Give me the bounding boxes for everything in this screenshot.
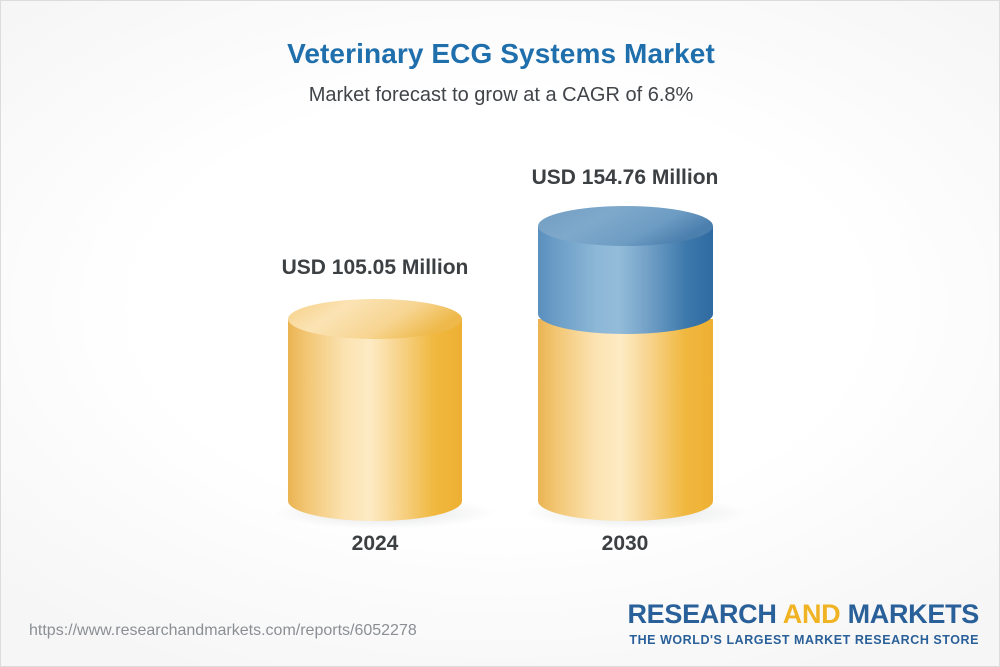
- logo-wordmark: RESEARCH AND MARKETS: [627, 601, 979, 628]
- bar-2030[interactable]: [538, 206, 713, 521]
- value-label-2024: USD 105.05 Million: [281, 256, 469, 279]
- logo-word-research: RESEARCH: [627, 599, 783, 629]
- source-url[interactable]: https://www.researchandmarkets.com/repor…: [29, 622, 417, 639]
- logo-tagline: THE WORLD'S LARGEST MARKET RESEARCH STOR…: [629, 633, 979, 647]
- logo-word-and: AND: [782, 599, 841, 629]
- category-label-2024: 2024: [351, 532, 399, 555]
- bar-2030-base-segment: [538, 319, 713, 521]
- bar-2024[interactable]: [288, 299, 462, 521]
- value-label-2030: USD 154.76 Million: [531, 166, 719, 189]
- bar-2024-body: [288, 319, 462, 521]
- logo-word-markets: MARKETS: [840, 599, 980, 629]
- bar-2030-top-cap: [538, 206, 713, 246]
- category-label-2030: 2030: [601, 532, 649, 555]
- bar-2024-top-cap: [288, 299, 462, 339]
- bar-2030-growth-segment: [538, 226, 713, 335]
- header: Veterinary ECG Systems Market Market for…: [1, 37, 999, 107]
- page-title: Veterinary ECG Systems Market: [287, 38, 715, 69]
- research-and-markets-logo[interactable]: RESEARCH AND MARKETS THE WORLD'S LARGEST…: [627, 601, 979, 647]
- chart-subtitle: Market forecast to grow at a CAGR of 6.8…: [308, 83, 694, 106]
